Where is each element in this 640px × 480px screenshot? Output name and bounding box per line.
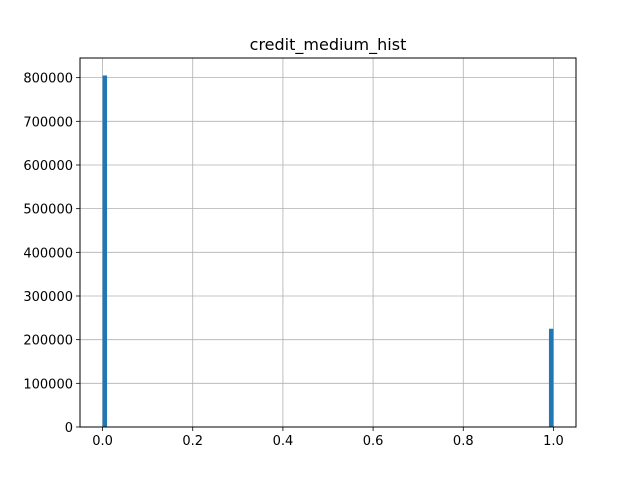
histogram-bar [102, 75, 108, 427]
x-tick-label: 0.6 [363, 434, 384, 449]
y-tick-label: 200000 [23, 334, 73, 349]
y-tick-label: 400000 [23, 246, 73, 261]
x-axis: 0.0 0.2 0.4 0.6 0.8 1.0 [92, 427, 564, 449]
x-tick-label: 0.2 [182, 434, 203, 449]
histogram-bars [102, 75, 554, 427]
y-axis: 0 100000 200000 300000 400000 500000 600000 700… [23, 72, 80, 436]
y-tick-label: 500000 [23, 203, 73, 218]
y-tick-label: 0 [65, 421, 73, 436]
y-tick-label: 700000 [23, 115, 73, 130]
grid-lines [80, 58, 576, 428]
x-tick-label: 0.0 [92, 434, 113, 449]
plot-frame [79, 57, 577, 428]
y-tick-label: 300000 [23, 290, 73, 305]
x-tick-label: 1.0 [543, 434, 564, 449]
x-tick-label: 0.8 [453, 434, 474, 449]
y-tick-label: 800000 [23, 72, 73, 87]
y-tick-label: 600000 [23, 159, 73, 174]
histogram-bar [548, 328, 554, 427]
chart-title: credit_medium_hist [250, 35, 407, 55]
x-tick-label: 0.4 [273, 434, 294, 449]
y-tick-label: 100000 [23, 377, 73, 392]
